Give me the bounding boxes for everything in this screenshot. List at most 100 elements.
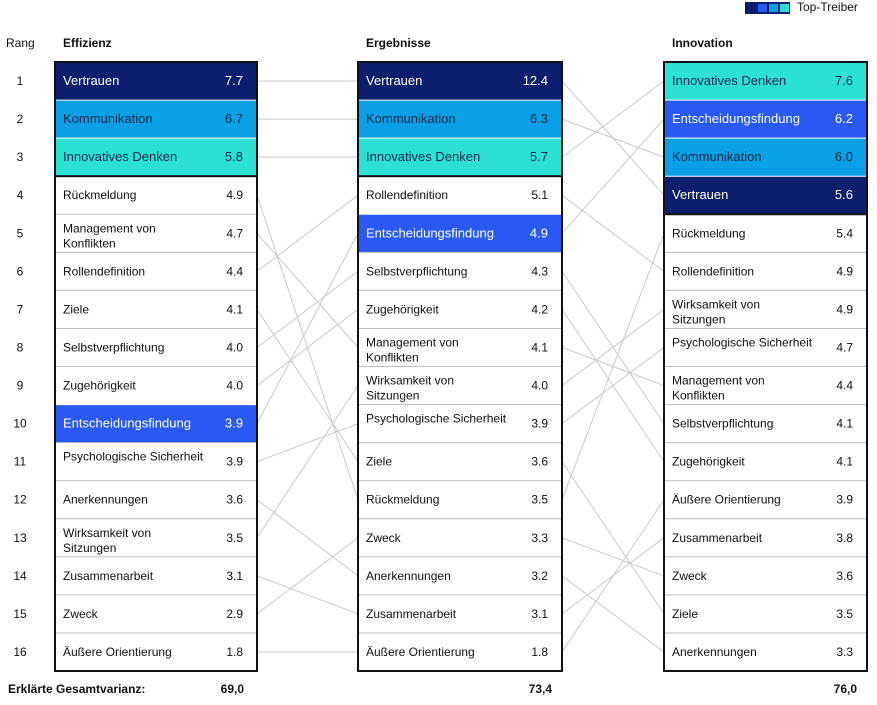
connector-line [561,80,665,158]
variance-value: 76,0 [834,682,858,696]
table-row: Entscheidungsfindung 6.2 [664,99,867,139]
row-label: Innovatives Denken [366,149,480,164]
column-title: Innovation [672,36,733,50]
row-value: 4.7 [226,226,243,240]
row-value: 4.9 [836,264,853,278]
rank-number: 8 [17,340,24,354]
row-value: 5.8 [225,149,243,164]
top-driver-cell [664,176,867,215]
table-row: Kommunikation 6.7 [55,99,257,139]
table-row: Selbstverpflichtung 4.1 [664,404,867,431]
table-row: Selbstverpflichtung 4.0 [55,327,257,354]
legend-swatch [769,4,778,12]
row-value: 3.6 [226,493,243,507]
connector-line [256,309,359,462]
row-label: Kommunikation [63,111,153,126]
top-driver-cell [664,100,867,139]
row-value: 5.7 [530,149,548,164]
row-label: Kommunikation [366,111,456,126]
column-border [357,61,563,672]
row-value: 2.9 [226,607,243,621]
row-label: Anerkennungen [366,569,451,583]
row-value: 4.2 [531,302,548,316]
legend-frame [745,2,790,14]
table-row: Management von Konflikten 4.4 [664,366,867,403]
table-row: Management von Konflikten 4.1 [358,327,562,364]
rank-number: 5 [17,226,24,240]
connector-line [256,537,359,615]
table-row: Rückmeldung 3.5 [358,480,562,507]
rank-header: Rang [6,36,35,50]
table-row: Zweck 3.6 [664,556,867,583]
column-title: Effizienz [63,36,112,50]
row-value: 3.1 [531,607,548,621]
variance-label: Erklärte Gesamtvarianz: [8,682,145,696]
row-value: 4.0 [531,379,548,393]
rank-number: 15 [13,607,27,621]
row-value: 4.9 [836,302,853,316]
row-value: 3.8 [836,531,853,545]
connector-line [561,461,665,615]
connector-line [561,118,665,234]
row-value: 3.3 [836,645,853,659]
row-label: Zusammenarbeit [366,607,457,621]
legend-swatch [780,4,789,12]
row-value: 4.9 [226,188,243,202]
top-driver-cell [55,404,257,443]
rank-number: 10 [13,417,27,431]
column-effizienz: Effizienz Vertrauen 7.7 Kommunikation 6.7 Inn… [54,36,258,672]
row-label: Wirksamkeit von Sitzungen [366,374,454,403]
table-row: Zweck 3.3 [358,518,562,545]
row-label: Kommunikation [672,149,762,164]
columns-layer: Effizienz Vertrauen 7.7 Kommunikation 6.7 Inn… [54,36,868,672]
column-title: Ergebnisse [366,36,431,50]
row-value: 7.6 [835,73,853,88]
table-row: Anerkennungen 3.3 [664,632,867,659]
top-driver-cell [358,62,562,101]
top-driver-cell [664,62,867,101]
table-row: Äußere Orientierung 3.9 [664,480,867,507]
row-label: Äußere Orientierung [672,493,781,507]
row-label: Zusammenarbeit [672,531,763,545]
rank-number: 2 [17,112,24,126]
row-label: Wirksamkeit von Sitzungen [63,526,151,555]
row-label: Ziele [366,455,392,469]
connector-line [561,233,665,500]
row-value: 1.8 [226,645,243,659]
row-value: 3.6 [836,569,853,583]
row-label: Vertrauen [366,73,422,88]
column-ergebnisse: Ergebnisse Vertrauen 12.4 Kommunikation 6.3 I… [357,36,563,672]
table-row: Vertrauen 12.4 [358,62,562,101]
row-label: Entscheidungsfindung [672,111,800,126]
rank-number: 1 [17,74,24,88]
top-driver-cell [55,100,257,139]
row-value: 4.0 [226,340,243,354]
table-row: Vertrauen 7.7 [55,62,257,101]
row-label: Zugehörigkeit [366,302,439,316]
top-driver-cell [664,138,867,177]
row-value: 5.4 [836,226,853,240]
row-label: Ziele [672,607,698,621]
row-label: Psychologische Sicherheit [366,412,507,426]
top-driver-cell [358,100,562,139]
table-row: Innovatives Denken 7.6 [664,62,867,101]
table-row: Selbstverpflichtung 4.3 [358,251,562,278]
row-label: Management von Konflikten [63,221,156,250]
row-value: 7.7 [225,73,243,88]
table-row: Anerkennungen 3.2 [358,556,562,583]
variance-value: 73,4 [529,682,553,696]
row-label: Zweck [366,531,402,545]
connector-line [561,537,665,577]
table-row: Wirksamkeit von Sitzungen 4.9 [664,289,867,326]
rank-number: 11 [14,455,27,469]
table-row: Wirksamkeit von Sitzungen 4.0 [358,366,562,403]
rank-number: 12 [13,493,27,507]
row-label: Rollendefinition [63,264,145,278]
row-value: 6.7 [225,111,243,126]
row-value: 6.2 [835,111,853,126]
row-label: Äußere Orientierung [63,645,172,659]
row-value: 3.1 [226,569,243,583]
row-label: Selbstverpflichtung [366,264,467,278]
row-label: Innovatives Denken [63,149,177,164]
legend-label: Top-Treiber [797,0,858,14]
